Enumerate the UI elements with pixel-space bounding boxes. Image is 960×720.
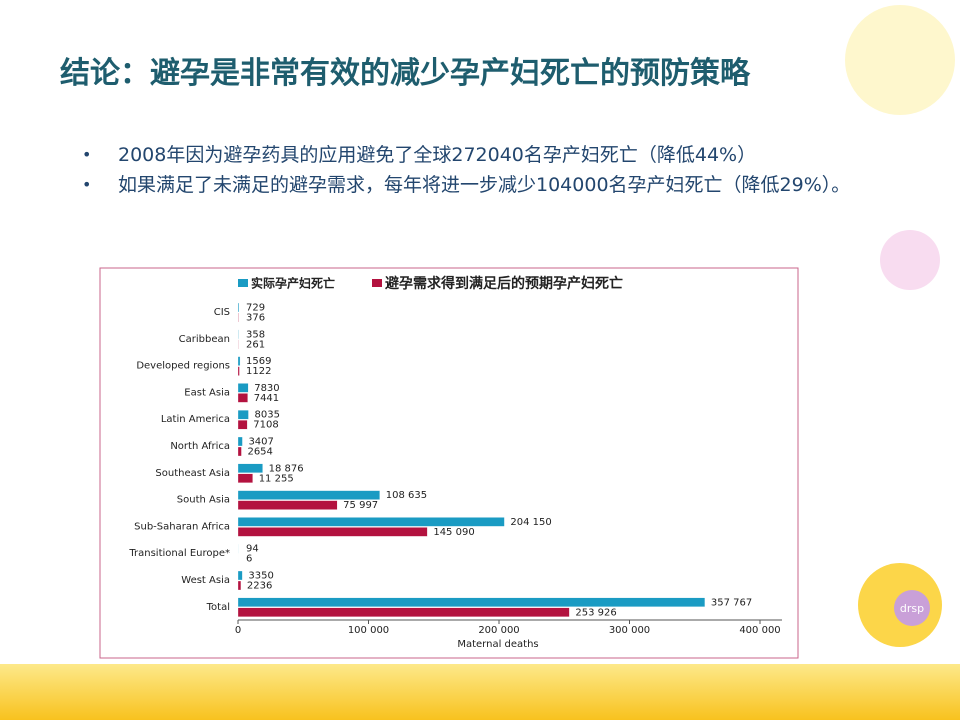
bar: [237, 446, 242, 457]
value-label: 8035: [254, 410, 279, 421]
bar: [237, 383, 249, 393]
bar: [237, 302, 240, 313]
bar: [237, 570, 243, 581]
y-tick-label: Developed regions: [136, 361, 230, 372]
bar: [237, 356, 241, 366]
value-label: 145 090: [433, 527, 474, 538]
y-tick-label: CIS: [214, 307, 230, 318]
bar: [237, 517, 505, 527]
legend-label: 避孕需求得到满足后的预期孕产妇死亡: [385, 275, 623, 292]
value-label: 2236: [247, 581, 272, 592]
value-label: 94: [246, 544, 259, 555]
legend-swatch: [372, 279, 382, 287]
bar: [237, 580, 242, 591]
svg-text:drsp: drsp: [900, 602, 924, 615]
bullet-list: 2008年因为避孕药具的应用避免了全球272040名孕产妇死亡（降低44%） 如…: [80, 140, 900, 200]
slide-title: 结论：避孕是非常有效的减少孕产妇死亡的预防策略: [60, 56, 750, 91]
value-label: 357 767: [711, 597, 752, 608]
y-tick-label: East Asia: [184, 387, 230, 398]
value-label: 7830: [254, 383, 279, 394]
x-tick-label: 400 000: [739, 625, 780, 636]
value-label: 6: [246, 554, 252, 565]
legend-swatch: [238, 279, 248, 287]
y-tick-label: Southeast Asia: [155, 468, 230, 479]
bar: [237, 366, 240, 376]
y-tick-label: Transitional Europe*: [128, 548, 230, 559]
x-axis-label: Maternal deaths: [457, 639, 538, 650]
value-label: 1569: [246, 356, 271, 367]
bar: [237, 463, 263, 473]
y-tick-label: Latin America: [161, 414, 230, 425]
value-label: 108 635: [386, 490, 427, 501]
value-label: 11 255: [259, 473, 294, 484]
x-tick-label: 100 000: [348, 625, 389, 636]
value-label: 204 150: [510, 517, 551, 528]
value-label: 18 876: [269, 463, 304, 474]
value-label: 75 997: [343, 500, 378, 511]
value-label: 261: [246, 339, 265, 350]
bullet: 2008年因为避孕药具的应用避免了全球272040名孕产妇死亡（降低44%）: [80, 140, 900, 170]
value-label: 358: [246, 329, 265, 340]
y-tick-label: West Asia: [181, 575, 230, 586]
bar: [237, 500, 338, 510]
chart-frame: [99, 267, 799, 659]
bar: [237, 527, 428, 537]
bar: [237, 473, 253, 483]
bar: [237, 490, 380, 500]
bar: [237, 436, 243, 447]
y-tick-label: Caribbean: [179, 334, 230, 345]
bar: [237, 597, 706, 607]
x-tick-label: 300 000: [609, 625, 650, 636]
y-tick-label: North Africa: [170, 441, 230, 452]
bullet: 如果满足了未满足的避孕需求，每年将进一步减少104000名孕产妇死亡（降低29%…: [80, 170, 900, 200]
x-tick-label: 200 000: [478, 625, 519, 636]
value-label: 253 926: [575, 607, 616, 618]
value-label: 729: [246, 303, 265, 314]
bar: [237, 393, 248, 403]
bar: [237, 607, 570, 617]
value-label: 3407: [248, 437, 273, 448]
value-label: 7441: [254, 393, 279, 404]
value-label: 1122: [246, 366, 271, 377]
footer-band: [0, 664, 960, 720]
x-tick-label: 0: [235, 625, 241, 636]
value-label: 376: [246, 313, 265, 324]
bar: [237, 410, 249, 420]
y-tick-label: South Asia: [177, 495, 230, 506]
legend-label: 实际孕产妇死亡: [251, 276, 335, 291]
y-tick-label: Total: [206, 602, 230, 613]
value-label: 7108: [253, 420, 278, 431]
bar: [237, 420, 248, 430]
value-label: 3350: [248, 571, 273, 582]
y-tick-label: Sub-Saharan Africa: [134, 521, 230, 532]
value-label: 2654: [247, 447, 272, 458]
